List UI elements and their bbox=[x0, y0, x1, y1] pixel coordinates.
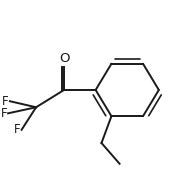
Text: F: F bbox=[2, 95, 9, 108]
Text: O: O bbox=[59, 52, 69, 65]
Text: F: F bbox=[14, 123, 21, 136]
Text: F: F bbox=[1, 107, 7, 120]
